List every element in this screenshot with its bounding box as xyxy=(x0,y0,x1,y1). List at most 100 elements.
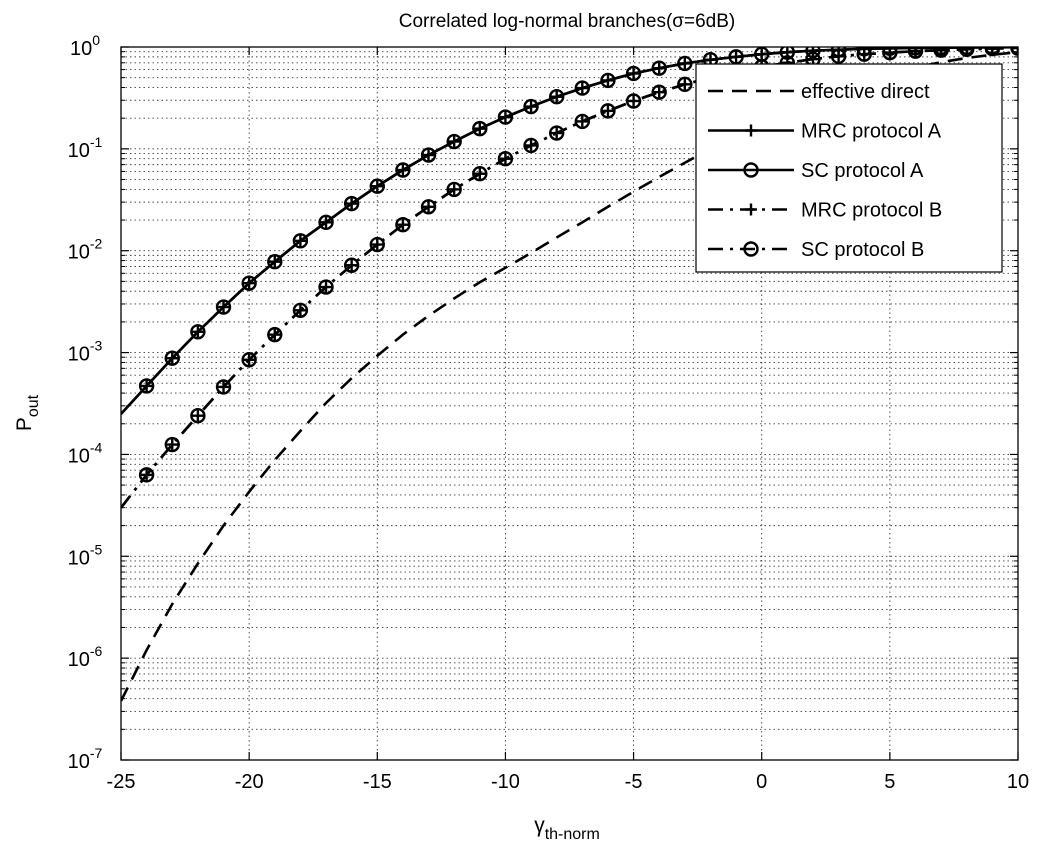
data-point-sc-protocol-b xyxy=(215,379,232,395)
x-tick-label: -15 xyxy=(363,771,392,793)
data-point-sc-protocol-b xyxy=(395,217,411,233)
data-point-sc-protocol-b xyxy=(651,84,667,100)
data-point-sc-protocol-b xyxy=(856,47,872,62)
x-tick-label: -5 xyxy=(625,771,643,793)
legend-label: SC protocol B xyxy=(801,239,924,261)
data-point-sc-protocol-a xyxy=(497,109,514,125)
y-tick-exponent: -5 xyxy=(90,541,103,557)
data-point-sc-protocol-b xyxy=(241,352,257,368)
y-axis-label: Pout xyxy=(13,394,42,431)
legend-entries: effective direct MRC protocol A SC protoco… xyxy=(708,81,942,261)
plot-series xyxy=(121,47,1018,702)
data-point-mrc-protocol-b xyxy=(422,200,435,213)
legend-box xyxy=(695,63,1003,273)
data-point-sc-protocol-b xyxy=(292,302,309,319)
data-point-sc-protocol-b xyxy=(472,166,488,182)
data-point-sc-protocol-b xyxy=(933,47,949,58)
data-point-sc-protocol-a xyxy=(472,120,488,137)
data-point-sc-protocol-b xyxy=(625,93,642,109)
legend-entry-sc-protocol-a: SC protocol A xyxy=(708,160,924,182)
legend-marker-swatch xyxy=(743,162,759,178)
y-tick-label: 10-7 xyxy=(68,745,103,773)
data-point-sc-protocol-b xyxy=(830,48,847,65)
legend-marker-swatch xyxy=(745,124,757,137)
data-point-sc-protocol-b xyxy=(574,113,591,130)
data-point-sc-protocol-b xyxy=(190,408,206,424)
data-point-sc-protocol-b xyxy=(420,199,437,215)
data-point-sc-protocol-b xyxy=(318,279,334,295)
data-point-sc-protocol-b xyxy=(343,257,360,273)
y-tick-exponent: 0 xyxy=(92,32,100,48)
data-point-sc-protocol-a xyxy=(651,60,667,76)
data-point-sc-protocol-a xyxy=(728,49,744,65)
data-point-mrc-protocol-b xyxy=(396,218,409,231)
data-point-sc-protocol-a xyxy=(600,72,616,89)
legend-entry-sc-protocol-b: SC protocol B xyxy=(708,239,924,261)
x-tick-label: 10 xyxy=(1007,771,1029,793)
y-tick-exponent: -1 xyxy=(90,134,103,150)
x-axis-label-subscript: th-norm xyxy=(545,826,600,841)
data-point-sc-protocol-a xyxy=(446,133,462,150)
data-point-sc-protocol-b xyxy=(369,236,385,253)
y-tick-label: 100 xyxy=(70,32,100,60)
data-point-mrc-protocol-b xyxy=(1012,47,1018,55)
data-point-mrc-protocol-b xyxy=(166,438,179,451)
y-tick-label: 10-5 xyxy=(68,541,103,569)
y-tick-label: 10-6 xyxy=(68,643,103,671)
y-tick-base: 10 xyxy=(68,344,90,366)
x-axis-label-main: γ xyxy=(534,814,545,837)
legend-marker-swatch xyxy=(743,241,759,257)
legend-entry-effective-direct: effective direct xyxy=(708,81,930,103)
y-tick-label: 10-1 xyxy=(68,134,103,162)
data-point-sc-protocol-a xyxy=(369,178,385,194)
data-point-sc-protocol-a xyxy=(420,147,437,163)
y-tick-base: 10 xyxy=(68,445,90,467)
data-point-sc-protocol-a xyxy=(343,195,360,212)
data-point-sc-protocol-b xyxy=(548,125,565,141)
data-point-sc-protocol-a xyxy=(292,233,309,249)
y-tick-exponent: -3 xyxy=(90,338,103,354)
data-point-mrc-protocol-b xyxy=(217,380,230,393)
data-point-sc-protocol-b xyxy=(267,326,283,343)
data-point-sc-protocol-a xyxy=(677,55,693,72)
x-tick-label: 0 xyxy=(756,771,767,793)
legend-label: MRC protocol A xyxy=(801,121,942,143)
data-point-sc-protocol-b xyxy=(446,181,462,198)
y-tick-base: 10 xyxy=(68,649,90,671)
legend-label: effective direct xyxy=(801,81,930,103)
y-tick-exponent: -2 xyxy=(90,236,103,252)
y-tick-base: 10 xyxy=(68,242,90,264)
y-axis-label-main: P xyxy=(13,417,36,431)
legend-entry-mrc-protocol-a: MRC protocol A xyxy=(708,121,942,143)
data-point-sc-protocol-b xyxy=(882,47,898,61)
data-point-sc-protocol-b xyxy=(497,151,514,167)
data-point-sc-protocol-a xyxy=(574,80,591,96)
y-tick-label: 10-4 xyxy=(68,439,103,467)
y-tick-base: 10 xyxy=(68,140,90,162)
data-point-mrc-protocol-b xyxy=(371,238,384,251)
y-tick-exponent: -7 xyxy=(90,745,103,761)
data-point-sc-protocol-b xyxy=(959,47,975,57)
data-point-sc-protocol-a xyxy=(164,350,180,366)
data-point-mrc-protocol-b xyxy=(345,259,358,272)
data-point-sc-protocol-b xyxy=(1010,47,1018,56)
y-tick-label: 10-2 xyxy=(68,236,103,264)
data-point-sc-protocol-a xyxy=(241,275,257,291)
legend-label: SC protocol A xyxy=(801,160,924,182)
y-axis-label-subscript: out xyxy=(25,394,42,417)
data-point-sc-protocol-a xyxy=(548,89,565,105)
data-point-sc-protocol-b xyxy=(677,76,693,93)
y-tick-exponent: -6 xyxy=(90,643,103,659)
x-tick-label: -10 xyxy=(491,771,520,793)
x-tick-label: -25 xyxy=(107,771,136,793)
data-point-sc-protocol-a xyxy=(190,324,206,340)
legend-marker-swatch xyxy=(745,203,757,216)
legend: effective direct MRC protocol A SC protoco… xyxy=(695,63,1003,273)
data-point-sc-protocol-b xyxy=(523,137,539,154)
data-point-sc-protocol-a xyxy=(267,254,283,270)
y-tick-exponent: -4 xyxy=(90,439,103,455)
y-tick-base: 10 xyxy=(70,38,92,60)
chart-title: Correlated log-normal branches(σ=6dB) xyxy=(399,11,735,32)
legend-label: MRC protocol B xyxy=(801,200,942,222)
